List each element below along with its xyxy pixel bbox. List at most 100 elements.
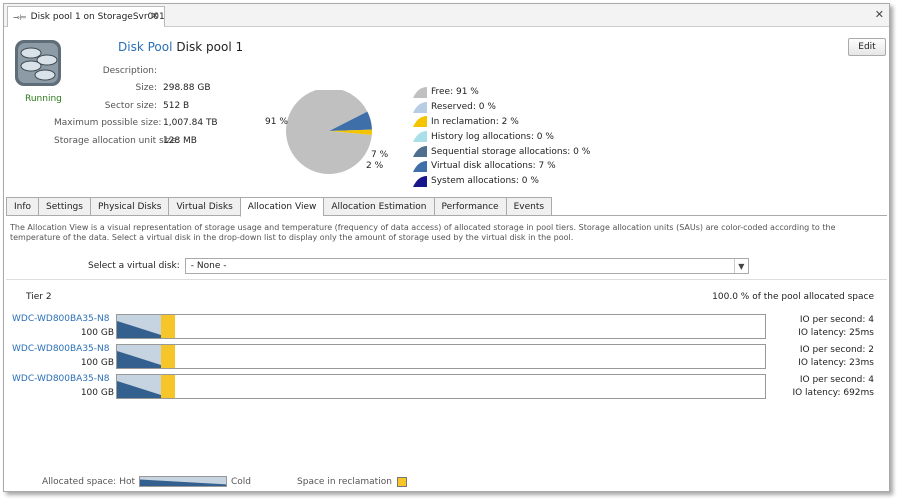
property-value: 128 MB	[163, 135, 197, 146]
pie-slice-free	[286, 88, 372, 174]
legend-label: In reclamation: 2 %	[431, 116, 519, 127]
disk-allocation-svg	[117, 315, 175, 338]
legend-swatch	[413, 146, 427, 158]
allocated-space-label: Allocated space:	[42, 476, 117, 487]
legend-swatch	[413, 131, 427, 143]
legend-item: Sequential storage allocations: 0 %	[413, 144, 590, 159]
pie-label-vdisk: 7 %	[371, 150, 389, 160]
disk-io-stats: IO per second: 4 IO latency: 25ms	[774, 314, 874, 339]
pool-kind-label: Disk Pool	[118, 40, 173, 54]
property-label: Size:	[135, 83, 157, 94]
temperature-segment	[117, 351, 161, 368]
reclamation-segment	[161, 375, 175, 398]
tier-allocated-summary: 100.0 % of the pool allocated space	[712, 292, 874, 302]
property-row: Storage allocation unit size: 128 MB	[54, 132, 218, 150]
legend-label: Virtual disk allocations: 7 %	[431, 161, 556, 172]
legend-label: Reserved: 0 %	[431, 102, 496, 113]
divider	[6, 279, 887, 280]
physical-disk-size: 100 GB	[80, 388, 114, 398]
property-label: Maximum possible size:	[54, 118, 162, 129]
hot-label: Hot	[119, 476, 136, 487]
allocation-legend: Allocated space: Hot Cold Space in recla…	[42, 476, 407, 487]
legend-label: Free: 91 %	[431, 87, 479, 98]
pie-label-reclamation: 2 %	[366, 161, 384, 171]
legend-item: System allocations: 0 %	[413, 174, 590, 189]
chevron-down-icon[interactable]: ▼	[733, 259, 748, 273]
legend-item: Reserved: 0 %	[413, 100, 590, 115]
property-row: Description:	[54, 62, 218, 80]
disk-pool-icon	[15, 40, 61, 86]
edit-button[interactable]: Edit	[848, 38, 886, 56]
window-close-icon[interactable]: ✕	[874, 8, 884, 21]
pool-header: Running Disk Pool Disk pool 1 Edit Descri…	[4, 28, 889, 196]
disk-io-stats: IO per second: 2 IO latency: 23ms	[774, 344, 874, 369]
temperature-segment	[117, 321, 161, 338]
reclamation-swatch	[396, 476, 407, 487]
reclamation-segment	[161, 315, 175, 338]
legend-swatch	[413, 175, 427, 187]
property-value: 512 B	[163, 100, 190, 111]
disk-allocation-bar	[116, 344, 766, 369]
virtual-disk-select[interactable]: - None - ▼	[184, 258, 749, 274]
document-tab-strip: ⊸⊨ Disk pool 1 on StorageSvr001 ✕ ✕	[4, 4, 889, 27]
property-label: Description:	[102, 65, 157, 76]
allocation-pie-chart: 91 % 7 % 2 %	[254, 88, 404, 176]
property-label: Storage allocation unit size:	[54, 135, 180, 146]
pie-slice-in-reclamation	[329, 129, 372, 136]
tab-virtual-disks[interactable]: Virtual Disks	[168, 197, 240, 216]
legend-swatch	[413, 101, 427, 113]
reclamation-segment	[161, 345, 175, 368]
physical-disk-link[interactable]: WDC-WD800BA35-N8T...	[12, 314, 109, 324]
legend-label: Sequential storage allocations: 0 %	[431, 146, 591, 157]
physical-disk-link[interactable]: WDC-WD800BA35-N8T...	[12, 344, 109, 354]
pool-name: Disk pool 1	[176, 40, 244, 54]
legend-swatch	[413, 160, 427, 172]
physical-disk-row: WDC-WD800BA35-N8T... 100 GB IO per secon…	[4, 314, 889, 342]
document-tab[interactable]: ⊸⊨ Disk pool 1 on StorageSvr001 ✕	[7, 6, 165, 27]
pie-label-free: 91 %	[265, 117, 288, 127]
reclamation-label: Space in reclamation	[297, 476, 392, 487]
physical-disk-row: WDC-WD800BA35-N8T... 100 GB IO per secon…	[4, 374, 889, 402]
cold-label: Cold	[231, 476, 252, 487]
pool-status: Running	[25, 94, 62, 104]
allocation-view-description: The Allocation View is a visual represen…	[10, 223, 836, 242]
disk-allocation-bar	[116, 314, 766, 339]
pool-properties: Description: Size: 298.88 GB Sector size…	[54, 62, 218, 150]
pie-svg	[286, 88, 372, 174]
physical-disk-size: 100 GB	[80, 328, 114, 338]
temperature-segment	[117, 381, 161, 398]
tab-close-icon[interactable]: ✕	[150, 11, 159, 22]
property-row: Maximum possible size: 1,007.84 TB	[54, 115, 218, 133]
physical-disk-row: WDC-WD800BA35-N8T... 100 GB IO per secon…	[4, 344, 889, 372]
physical-disk-link[interactable]: WDC-WD800BA35-N8T...	[12, 374, 109, 384]
tab-performance[interactable]: Performance	[433, 197, 506, 216]
tab-allocation-estimation[interactable]: Allocation Estimation	[323, 197, 434, 216]
page-title: Disk Pool Disk pool 1	[118, 40, 243, 54]
detail-tabs: Info Settings Physical Disks Virtual Dis…	[6, 197, 887, 217]
property-row: Sector size: 512 B	[54, 97, 218, 115]
pie-slice-virtual-disk-allocations	[329, 111, 372, 131]
temperature-gradient	[139, 476, 228, 487]
property-row: Size: 298.88 GB	[54, 80, 218, 98]
legend-item: Virtual disk allocations: 7 %	[413, 159, 590, 174]
tier-name: Tier 2	[26, 292, 52, 302]
io-per-second: IO per second: 4	[799, 375, 874, 385]
disk-allocation-svg	[117, 375, 175, 398]
tab-settings[interactable]: Settings	[38, 197, 90, 216]
legend-item: Free: 91 %	[413, 85, 590, 100]
io-latency: IO latency: 25ms	[798, 327, 874, 338]
tab-events[interactable]: Events	[505, 197, 553, 216]
legend-swatch	[413, 116, 427, 128]
virtual-disk-filter: Select a virtual disk: - None - ▼	[88, 258, 749, 274]
disk-pool-tab-icon: ⊸⊨	[13, 12, 27, 22]
tab-allocation-view[interactable]: Allocation View	[239, 197, 324, 217]
tab-info[interactable]: Info	[6, 197, 39, 216]
legend-label: System allocations: 0 %	[431, 176, 539, 187]
property-value: 1,007.84 TB	[163, 118, 218, 129]
virtual-disk-select-value: - None -	[190, 261, 227, 271]
tab-physical-disks[interactable]: Physical Disks	[89, 197, 169, 216]
disk-allocation-svg	[117, 345, 175, 368]
io-per-second: IO per second: 2	[799, 345, 874, 355]
disk-io-stats: IO per second: 4 IO latency: 692ms	[774, 374, 874, 399]
legend-label: History log allocations: 0 %	[431, 131, 554, 142]
